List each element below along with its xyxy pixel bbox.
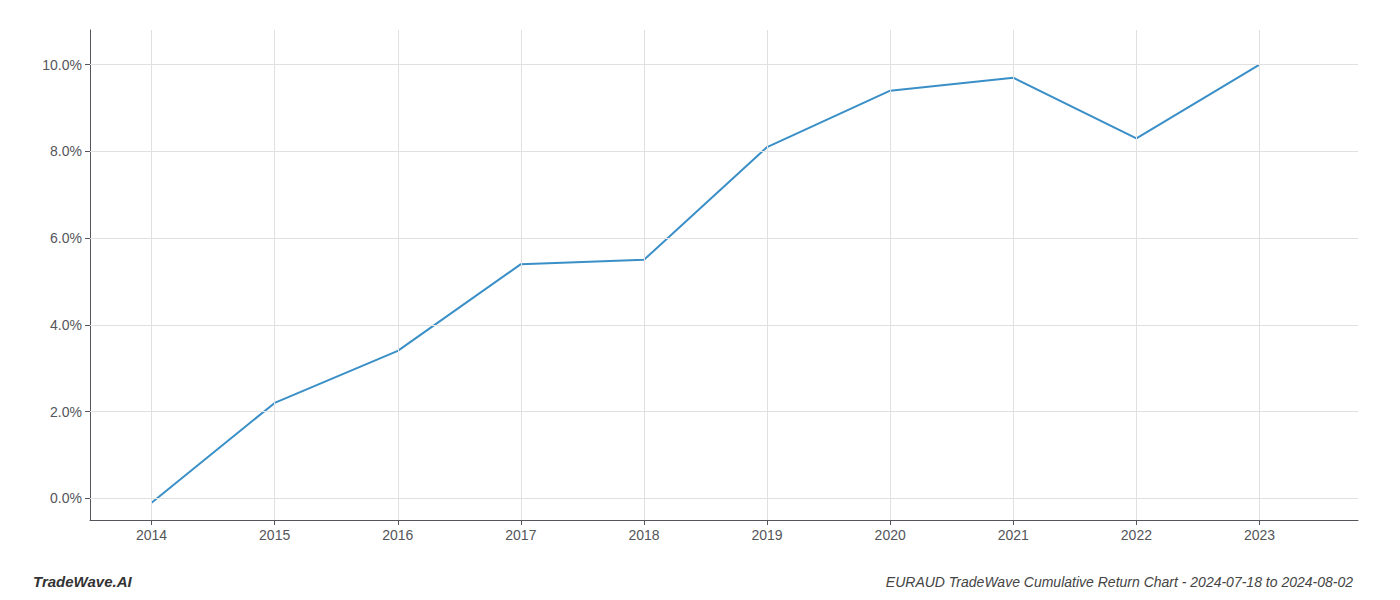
- svg-text:2016: 2016: [382, 527, 413, 543]
- svg-text:2.0%: 2.0%: [50, 404, 82, 420]
- svg-text:8.0%: 8.0%: [50, 143, 82, 159]
- svg-text:0.0%: 0.0%: [50, 490, 82, 506]
- svg-text:10.0%: 10.0%: [42, 57, 82, 73]
- svg-text:2019: 2019: [752, 527, 783, 543]
- svg-text:2022: 2022: [1121, 527, 1152, 543]
- svg-text:TradeWave.AI: TradeWave.AI: [33, 573, 132, 590]
- svg-text:2020: 2020: [875, 527, 906, 543]
- svg-text:EURAUD TradeWave Cumulative Re: EURAUD TradeWave Cumulative Return Chart…: [886, 574, 1353, 590]
- svg-text:4.0%: 4.0%: [50, 317, 82, 333]
- svg-text:2021: 2021: [998, 527, 1029, 543]
- svg-text:2014: 2014: [136, 527, 167, 543]
- svg-text:2015: 2015: [259, 527, 290, 543]
- svg-text:2018: 2018: [628, 527, 659, 543]
- svg-text:2017: 2017: [505, 527, 536, 543]
- svg-text:6.0%: 6.0%: [50, 230, 82, 246]
- svg-text:2023: 2023: [1244, 527, 1275, 543]
